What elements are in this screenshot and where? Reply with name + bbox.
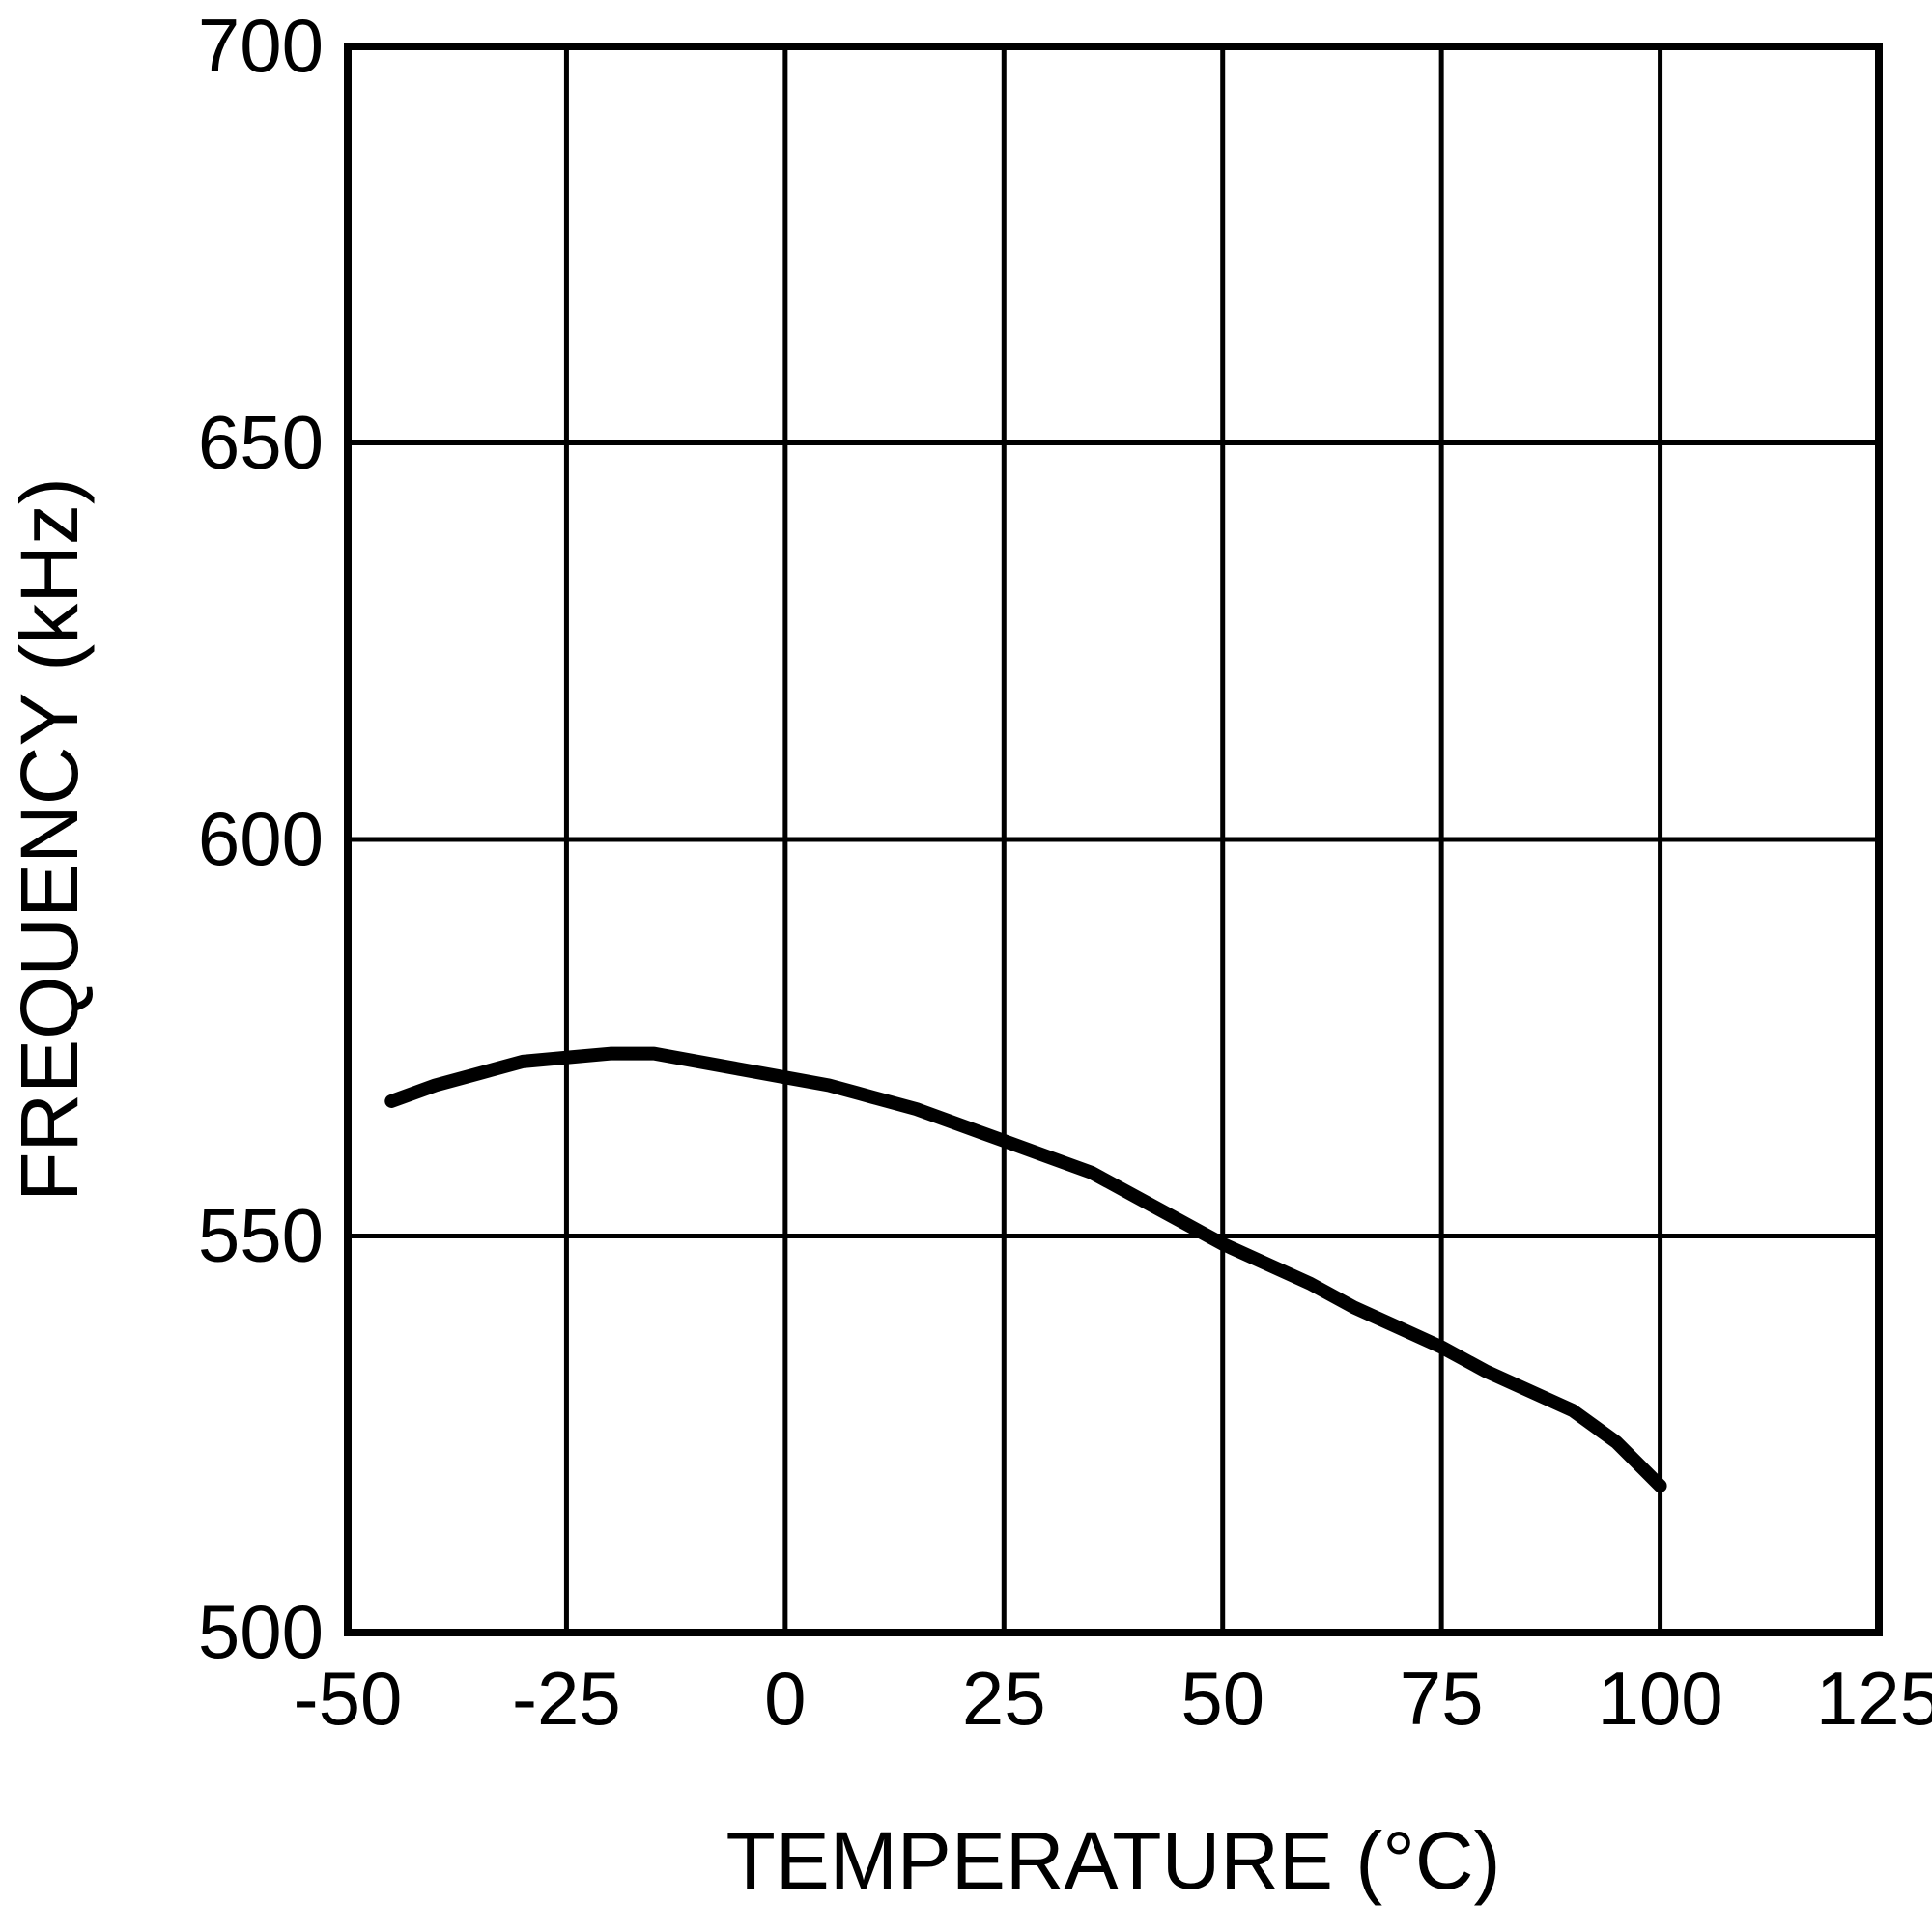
- x-tick-label: 25: [962, 1656, 1046, 1741]
- y-tick-label: 550: [198, 1193, 324, 1278]
- x-tick-label: 50: [1180, 1656, 1264, 1741]
- y-tick-label: 650: [198, 400, 324, 485]
- x-tick-label: 0: [764, 1656, 806, 1741]
- x-axis-label: TEMPERATURE (°C): [725, 1815, 1500, 1906]
- y-tick-label: 500: [198, 1589, 324, 1674]
- y-axis-label: FREQUENCY (kHz): [4, 477, 95, 1202]
- x-tick-label: -25: [512, 1656, 621, 1741]
- data-series-line: [384, 1046, 1667, 1493]
- y-tick-label: 600: [198, 796, 324, 881]
- x-tick-label: -50: [294, 1656, 403, 1741]
- x-tick-label: 125: [1816, 1656, 1932, 1741]
- x-tick-label: 100: [1598, 1656, 1723, 1741]
- plot-frame: [344, 43, 1883, 1636]
- x-tick-label: 75: [1400, 1656, 1484, 1741]
- y-tick-label: 700: [198, 3, 324, 88]
